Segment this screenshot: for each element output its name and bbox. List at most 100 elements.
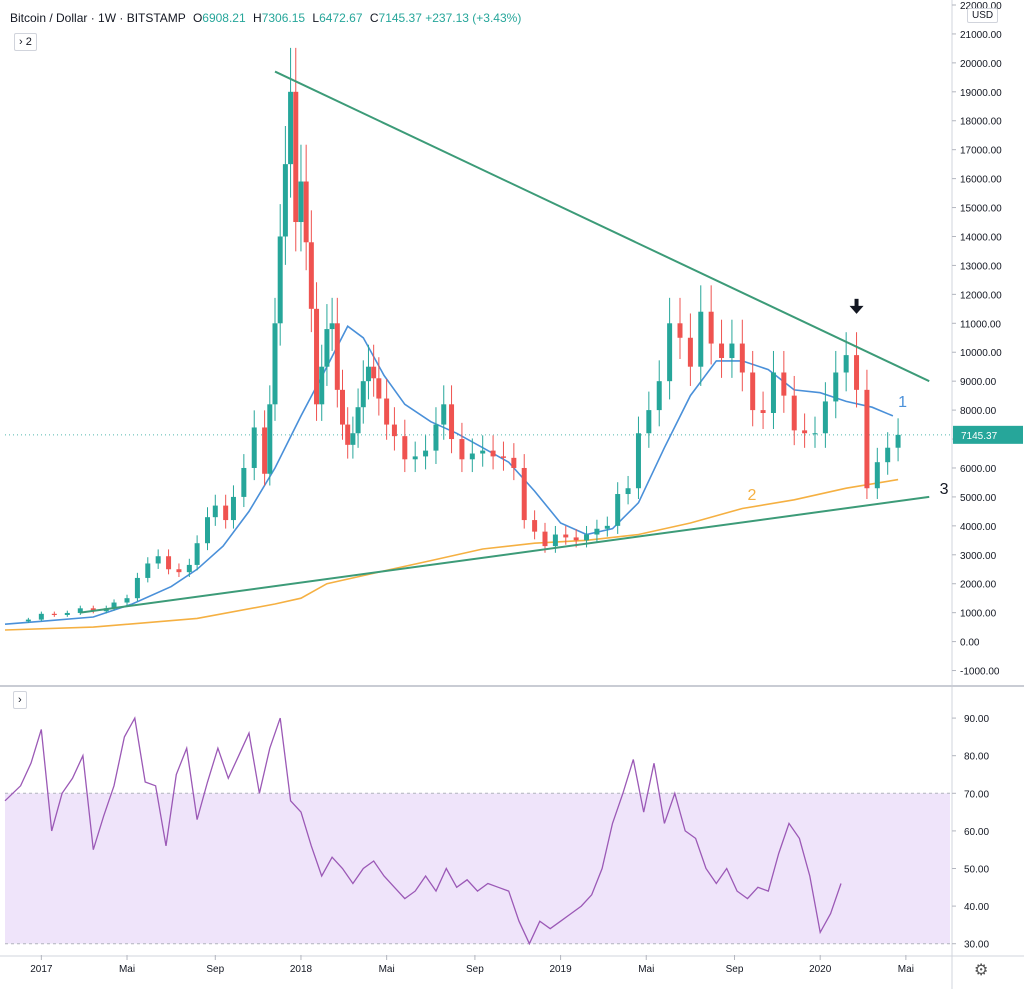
candle-body <box>212 505 218 518</box>
annotation-label: 3 <box>940 481 949 498</box>
symbol-title: Bitcoin / Dollar · 1W · BITSTAMP <box>10 11 186 25</box>
candle-body <box>365 366 371 382</box>
candle-body <box>656 381 662 411</box>
candle-body <box>449 404 455 440</box>
price-tick-label: 20000.00 <box>960 59 1002 70</box>
candle-body <box>355 407 361 434</box>
ma-line <box>4 324 894 625</box>
candle-body <box>345 424 351 445</box>
arrow-shaft <box>854 298 859 307</box>
price-tick-label: 4000.00 <box>960 522 997 533</box>
low-value: 6472.67 <box>319 11 363 25</box>
candle-body <box>145 563 151 578</box>
rsi-line <box>4 716 842 946</box>
price-tick-label: 10000.00 <box>960 348 1002 359</box>
candle-body <box>402 436 408 460</box>
candle-body <box>166 556 172 570</box>
collapse-indicators-button[interactable]: › 2 <box>14 33 37 51</box>
price-tick-label: 19000.00 <box>960 88 1002 99</box>
candle-body <box>854 355 860 390</box>
rsi-band <box>5 793 950 944</box>
time-tick-label: Sep <box>206 964 224 975</box>
candle-body <box>155 556 161 564</box>
candle-body <box>124 598 130 603</box>
rsi-tick-label: 90.00 <box>964 714 989 725</box>
close-value: 7145.37 <box>378 11 422 25</box>
candle-body <box>480 450 486 454</box>
candle-body <box>864 389 870 489</box>
candle-body <box>874 462 880 489</box>
candle-body <box>324 329 330 367</box>
candle-body <box>667 323 673 382</box>
time-tick-label: 2018 <box>290 964 313 975</box>
candle-body <box>698 311 704 367</box>
candle-body <box>594 528 600 535</box>
candle-body <box>441 404 447 425</box>
price-tick-label: 17000.00 <box>960 146 1002 157</box>
candle-body <box>205 517 210 544</box>
candle-body <box>360 381 366 408</box>
high-value: 7306.15 <box>261 11 306 25</box>
candle-body <box>262 427 268 474</box>
price-tick-label: 18000.00 <box>960 117 1002 128</box>
candle-body <box>687 337 693 367</box>
rsi-tick-label: 30.00 <box>964 940 989 951</box>
candle-body <box>319 366 325 405</box>
time-tick-label: 2019 <box>549 964 572 975</box>
candle-body <box>314 308 320 405</box>
candle-body <box>833 372 839 402</box>
candle-body <box>111 602 117 609</box>
candle-body <box>272 323 278 405</box>
price-tick-label: 2000.00 <box>960 580 997 591</box>
currency-label[interactable]: USD <box>967 8 999 23</box>
open-value: 6908.21 <box>202 11 246 25</box>
price-tick-label: 15000.00 <box>960 204 1002 215</box>
time-tick-label: Sep <box>466 964 484 975</box>
candle-body <box>77 608 83 613</box>
candle-body <box>334 323 340 390</box>
candle-body <box>90 608 96 612</box>
price-tick-label: 13000.00 <box>960 261 1002 272</box>
candle-body <box>25 619 31 622</box>
candle-body <box>781 372 787 396</box>
price-tick-label: 16000.00 <box>960 175 1002 186</box>
rsi-tick-label: 80.00 <box>964 752 989 763</box>
candle-body <box>223 505 229 521</box>
arrow-head <box>849 305 864 314</box>
candle-body <box>490 450 496 457</box>
candle-body <box>51 613 57 615</box>
candle-body <box>459 439 465 460</box>
candle-body <box>770 372 776 413</box>
candle-body <box>241 467 247 497</box>
candle-body <box>802 430 808 434</box>
candle-body <box>423 450 429 457</box>
candle-body <box>288 91 294 165</box>
chevron-right-icon: › <box>19 36 23 48</box>
time-tick-label: Mai <box>379 964 395 975</box>
gear-icon[interactable]: ⚙ <box>974 960 989 979</box>
support-trendline <box>80 495 930 614</box>
candle-body <box>134 577 140 599</box>
candle-body <box>371 366 377 379</box>
ohlc-values: O6908.21 H7306.15 L6472.67 C7145.37 +237… <box>192 11 522 25</box>
rsi-toggle-button[interactable]: › <box>13 691 27 709</box>
candle-body <box>391 424 397 437</box>
candle-body <box>277 236 283 324</box>
ma200-line <box>4 478 899 631</box>
candle-body <box>812 433 818 435</box>
candle-body <box>885 447 891 463</box>
candle-body <box>822 401 828 434</box>
candle-body <box>38 613 44 620</box>
resistance-trendline <box>274 70 930 383</box>
candle-body <box>604 525 610 529</box>
candle-body <box>469 453 475 460</box>
candle-body <box>895 434 901 448</box>
candle-body <box>532 520 538 532</box>
candle-body <box>329 323 335 330</box>
candle-body <box>573 537 579 541</box>
candle-body <box>433 424 439 451</box>
candle-body <box>511 457 517 468</box>
change-value: +237.13 (+3.43%) <box>425 11 522 25</box>
candle-body <box>64 612 70 615</box>
